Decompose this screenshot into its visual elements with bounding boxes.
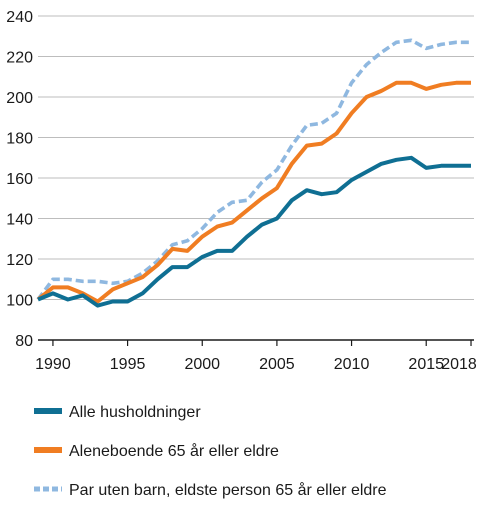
series-line-0 [37,155,471,308]
y-tick-label: 100 [6,293,33,310]
legend-label: Aleneboende 65 år eller eldre [69,442,279,460]
x-tick-label: 2015 [408,356,444,373]
legend: Alle husholdninger Aleneboende 65 år elle… [34,404,387,499]
y-tick-label: 180 [6,131,33,148]
legend-label: Alle husholdninger [69,404,201,421]
x-tick-label: 2005 [259,356,295,373]
y-tick-label: 200 [6,90,33,107]
series-line-1 [36,80,471,304]
x-tick-label: 1990 [35,356,71,373]
y-tick-label: 240 [6,9,33,26]
gridlines [38,15,474,300]
series-line-2 [36,38,471,301]
x-tick-label: 2018 [441,356,477,373]
x-tick-label: 1995 [110,356,146,373]
y-axis: 80 100 120 140 160 180 200 220 240 [6,9,33,350]
y-tick-label: 140 [6,212,33,229]
y-tick-label: 120 [6,252,33,269]
y-tick-label: 220 [6,50,33,67]
y-tick-label: 160 [6,171,33,188]
y-tick-label: 80 [15,333,33,350]
x-tick-label: 2000 [184,356,220,373]
legend-label: Par uten barn, eldste person 65 år eller… [69,481,387,499]
x-tick-label: 2010 [334,356,370,373]
series-lines [36,38,471,308]
